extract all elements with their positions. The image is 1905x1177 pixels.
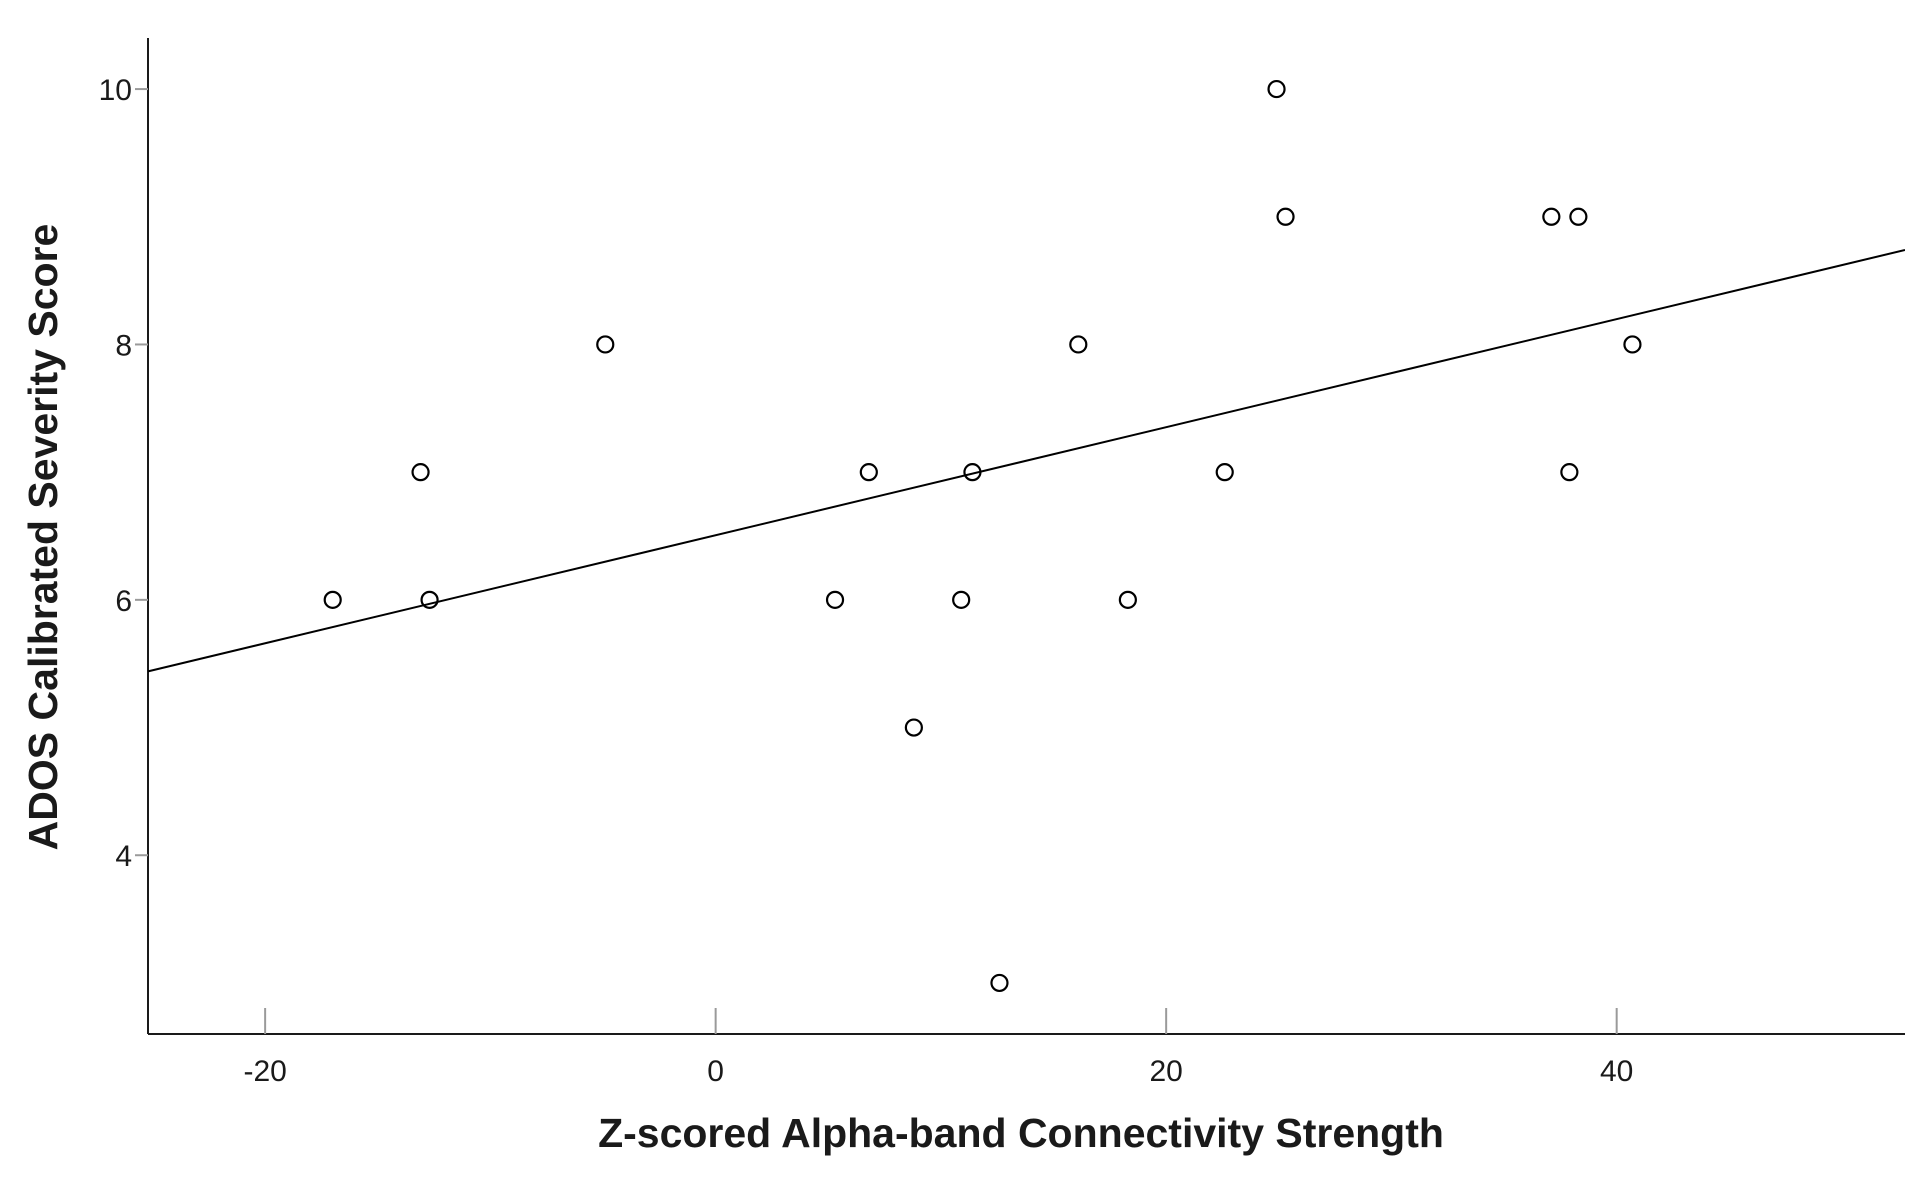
- scatter-point: [1215, 463, 1234, 482]
- x-tick-label: 0: [707, 1055, 724, 1088]
- scatter-point: [1276, 207, 1295, 226]
- y-axis-title: ADOS Calibrated Severity Score: [20, 224, 66, 851]
- x-tick-label: -20: [243, 1055, 286, 1088]
- y-tick-label: 10: [99, 74, 132, 107]
- x-tick-label: 20: [1149, 1055, 1182, 1088]
- y-tick-label: 6: [115, 585, 132, 618]
- scatter-point: [904, 718, 923, 737]
- scatter-point: [420, 590, 439, 609]
- axes: [147, 38, 1905, 1035]
- scatter-point: [1560, 463, 1579, 482]
- scatter-point: [859, 463, 878, 482]
- scatter-point: [1542, 207, 1561, 226]
- scatter-points: [323, 79, 1642, 993]
- y-tick-label: 8: [115, 329, 132, 362]
- scatter-point: [1069, 335, 1088, 354]
- scatter-point: [1118, 590, 1137, 609]
- scatter-point: [1623, 335, 1642, 354]
- scatter-point: [1267, 79, 1286, 99]
- scatter-point: [990, 973, 1009, 993]
- x-axis-title: Z-scored Alpha-band Connectivity Strengt…: [598, 1110, 1444, 1156]
- scatter-point: [963, 463, 982, 482]
- fit-line: [147, 248, 1905, 673]
- scatter-point: [952, 590, 971, 609]
- y-tick-label: 4: [115, 840, 132, 873]
- ticks: 4 6 8 10 -20 0 20 40: [99, 74, 1634, 1088]
- scatter-point: [825, 590, 845, 609]
- scatter-point: [596, 335, 615, 354]
- fit-line-layer: [147, 248, 1905, 673]
- x-tick-label: 40: [1600, 1055, 1633, 1088]
- scatter-point: [411, 463, 430, 482]
- scatter-point: [1569, 207, 1588, 226]
- scatter-point: [323, 590, 342, 609]
